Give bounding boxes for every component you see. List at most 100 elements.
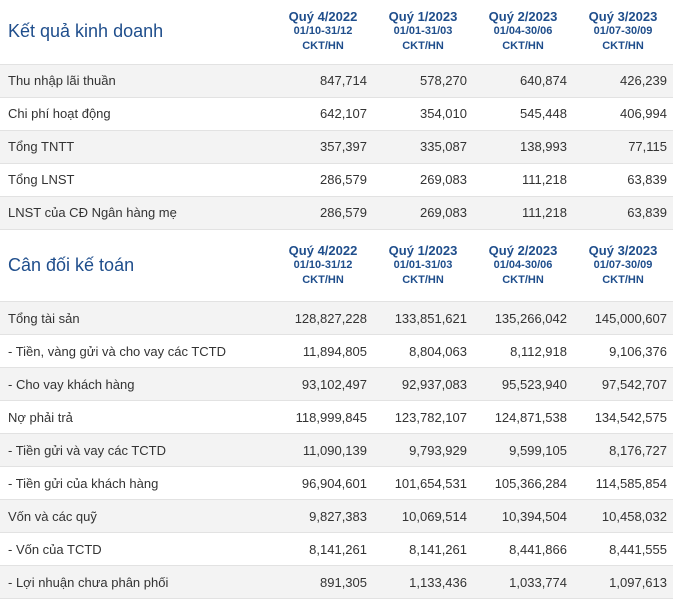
cell-value: 135,266,042 bbox=[494, 310, 567, 326]
row-label[interactable]: Vốn và các quỹ bbox=[8, 508, 97, 524]
period-name[interactable]: Quý 2/2023 bbox=[488, 9, 558, 25]
cell-value: 8,804,063 bbox=[409, 343, 467, 359]
table-row: Nợ phải trả 118,999,845 123,782,107 124,… bbox=[0, 400, 673, 434]
cell-value: 95,523,940 bbox=[501, 376, 567, 392]
cell-value: 1,033,774 bbox=[509, 574, 567, 590]
row-label[interactable]: Thu nhập lãi thuần bbox=[8, 73, 116, 88]
row-label[interactable]: Chi phí hoạt động bbox=[8, 106, 111, 121]
table-row: - Tiền gửi và vay các TCTD 11,090,139 9,… bbox=[0, 433, 673, 467]
cell-value: 269,083 bbox=[420, 205, 467, 220]
balance-period-header: Quý 1/2023 01/01-31/03 CKT/HN bbox=[373, 230, 473, 302]
period-range: 01/07-30/09 bbox=[593, 25, 653, 38]
period-range: 01/01-31/03 bbox=[393, 25, 453, 38]
cell-value: 8,176,727 bbox=[609, 442, 667, 458]
cell-value: 891,305 bbox=[320, 574, 367, 590]
cell-value: 10,458,032 bbox=[601, 508, 667, 524]
cell-value: 8,441,555 bbox=[609, 541, 667, 557]
cell-value: 96,904,601 bbox=[301, 475, 367, 491]
table-row: Tổng tài sản 128,827,228 133,851,621 135… bbox=[0, 301, 673, 335]
income-statement-table: Kết quả kinh doanh Quý 4/2022 01/10-31/1… bbox=[0, 0, 673, 230]
income-section-title: Kết quả kinh doanh bbox=[8, 21, 164, 42]
period-range: 01/04-30/06 bbox=[493, 25, 553, 38]
cell-value: 1,097,613 bbox=[609, 574, 667, 590]
period-name[interactable]: Quý 1/2023 bbox=[388, 9, 458, 25]
cell-value: 10,069,514 bbox=[401, 508, 467, 524]
income-period-header: Quý 4/2022 01/10-31/12 CKT/HN bbox=[273, 0, 373, 64]
income-period-header: Quý 1/2023 01/01-31/03 CKT/HN bbox=[373, 0, 473, 64]
cell-value: 123,782,107 bbox=[394, 409, 467, 425]
row-label[interactable]: - Cho vay khách hàng bbox=[8, 376, 135, 392]
row-label[interactable]: Tổng LNST bbox=[8, 172, 75, 187]
period-name[interactable]: Quý 4/2022 bbox=[288, 242, 358, 258]
row-label[interactable]: - Tiền gửi của khách hàng bbox=[8, 475, 159, 491]
row-label[interactable]: Nợ phải trả bbox=[8, 409, 73, 425]
row-label[interactable]: - Tiền gửi và vay các TCTD bbox=[8, 442, 167, 458]
income-period-header: Quý 2/2023 01/04-30/06 CKT/HN bbox=[473, 0, 573, 64]
table-row: - Tiền, vàng gửi và cho vay các TCTD 11,… bbox=[0, 334, 673, 368]
period-name[interactable]: Quý 4/2022 bbox=[288, 9, 358, 25]
cell-value: 286,579 bbox=[320, 205, 367, 220]
balance-period-header: Quý 3/2023 01/07-30/09 CKT/HN bbox=[573, 230, 673, 302]
period-unit: CKT/HN bbox=[302, 40, 344, 53]
row-label[interactable]: - Vốn của TCTD bbox=[8, 541, 102, 557]
period-unit: CKT/HN bbox=[402, 273, 444, 286]
cell-value: 133,851,621 bbox=[394, 310, 467, 326]
cell-value: 8,112,918 bbox=[510, 343, 567, 359]
row-label[interactable]: - Tiền, vàng gửi và cho vay các TCTD bbox=[8, 343, 226, 359]
income-period-header: Quý 3/2023 01/07-30/09 CKT/HN bbox=[573, 0, 673, 64]
row-label[interactable]: LNST của CĐ Ngân hàng mẹ bbox=[8, 205, 177, 220]
cell-value: 335,087 bbox=[420, 139, 467, 154]
income-statement-section: Kết quả kinh doanh Quý 4/2022 01/10-31/1… bbox=[0, 0, 673, 230]
cell-value: 578,270 bbox=[420, 73, 467, 88]
cell-value: 111,218 bbox=[521, 172, 567, 187]
balance-header-row: Cân đối kế toán Quý 4/2022 01/10-31/12 C… bbox=[0, 230, 673, 302]
cell-value: 134,542,575 bbox=[594, 409, 667, 425]
period-name[interactable]: Quý 3/2023 bbox=[588, 9, 658, 25]
balance-sheet-section: Cân đối kế toán Quý 4/2022 01/10-31/12 C… bbox=[0, 230, 673, 600]
period-name[interactable]: Quý 2/2023 bbox=[488, 242, 558, 258]
balance-section-title: Cân đối kế toán bbox=[8, 254, 135, 275]
row-label[interactable]: Tổng TNTT bbox=[8, 139, 75, 154]
cell-value: 118,999,845 bbox=[295, 409, 367, 425]
cell-value: 92,937,083 bbox=[401, 376, 467, 392]
period-name[interactable]: Quý 1/2023 bbox=[388, 242, 458, 258]
cell-value: 11,894,805 bbox=[302, 343, 367, 359]
table-row: Thu nhập lãi thuần 847,714 578,270 640,8… bbox=[0, 64, 673, 97]
cell-value: 1,133,436 bbox=[409, 574, 467, 590]
cell-value: 138,993 bbox=[520, 139, 567, 154]
period-range: 01/04-30/06 bbox=[493, 258, 553, 271]
income-header-row: Kết quả kinh doanh Quý 4/2022 01/10-31/1… bbox=[0, 0, 673, 64]
row-label[interactable]: - Lợi nhuận chưa phân phối bbox=[8, 574, 169, 590]
period-unit: CKT/HN bbox=[602, 273, 644, 286]
period-unit: CKT/HN bbox=[502, 40, 544, 53]
period-range: 01/01-31/03 bbox=[393, 258, 453, 271]
cell-value: 286,579 bbox=[320, 172, 367, 187]
cell-value: 426,239 bbox=[620, 73, 667, 88]
cell-value: 114,585,854 bbox=[595, 475, 667, 491]
cell-value: 63,839 bbox=[627, 205, 667, 220]
period-name[interactable]: Quý 3/2023 bbox=[588, 242, 658, 258]
cell-value: 269,083 bbox=[420, 172, 467, 187]
cell-value: 111,218 bbox=[521, 205, 567, 220]
table-row: - Vốn của TCTD 8,141,261 8,141,261 8,441… bbox=[0, 532, 673, 566]
period-unit: CKT/HN bbox=[402, 40, 444, 53]
table-row: LNST của CĐ Ngân hàng mẹ 286,579 269,083… bbox=[0, 196, 673, 229]
balance-period-header: Quý 4/2022 01/10-31/12 CKT/HN bbox=[273, 230, 373, 302]
cell-value: 77,115 bbox=[628, 139, 667, 154]
balance-sheet-table: Cân đối kế toán Quý 4/2022 01/10-31/12 C… bbox=[0, 230, 673, 600]
period-range: 01/10-31/12 bbox=[293, 25, 353, 38]
cell-value: 9,106,376 bbox=[609, 343, 667, 359]
table-row: Tổng TNTT 357,397 335,087 138,993 77,115 bbox=[0, 130, 673, 163]
balance-period-header: Quý 2/2023 01/04-30/06 CKT/HN bbox=[473, 230, 573, 302]
row-label[interactable]: Tổng tài sản bbox=[8, 310, 80, 326]
cell-value: 128,827,228 bbox=[294, 310, 367, 326]
table-row: Chi phí hoạt động 642,107 354,010 545,44… bbox=[0, 97, 673, 130]
cell-value: 406,994 bbox=[620, 106, 667, 121]
cell-value: 9,827,383 bbox=[309, 508, 367, 524]
cell-value: 101,654,531 bbox=[394, 475, 467, 491]
period-range: 01/10-31/12 bbox=[293, 258, 353, 271]
table-row: - Lợi nhuận chưa phân phối 891,305 1,133… bbox=[0, 565, 673, 599]
period-unit: CKT/HN bbox=[502, 273, 544, 286]
cell-value: 8,441,866 bbox=[509, 541, 567, 557]
table-row: - Cho vay khách hàng 93,102,497 92,937,0… bbox=[0, 367, 673, 401]
